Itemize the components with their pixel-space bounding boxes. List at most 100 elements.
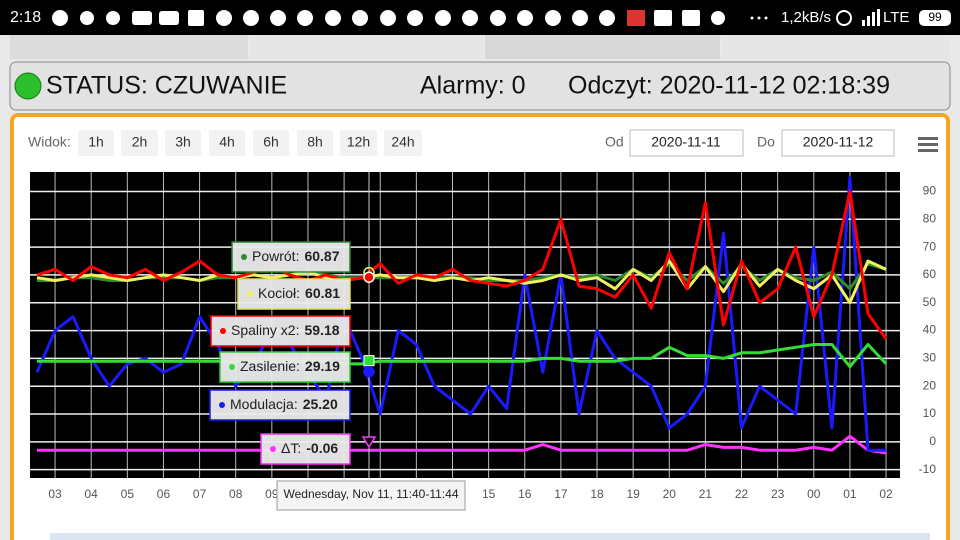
- tooltip-label: Zasilenie:: [240, 358, 300, 374]
- to-input[interactable]: [781, 129, 895, 157]
- status-state: STATUS: CZUWANIE: [46, 72, 287, 100]
- to-label: Do: [757, 134, 775, 150]
- view-button[interactable]: [297, 130, 333, 156]
- x-tick-label: 16: [518, 487, 532, 501]
- view-button-label: 1h: [88, 134, 104, 150]
- tooltip-box: [209, 389, 351, 421]
- tooltip-value: 60.87: [304, 248, 339, 264]
- x-tick-label: 15: [482, 487, 496, 501]
- tooltip-value: 59.18: [304, 322, 339, 338]
- view-button[interactable]: [121, 130, 158, 156]
- y-tick-label: 70: [923, 239, 937, 253]
- notification-icons: [52, 9, 951, 26]
- from-input[interactable]: [629, 129, 744, 157]
- to-date: 2020-11-12: [803, 134, 874, 150]
- x-tick-label: 07: [193, 487, 207, 501]
- tile: [722, 35, 950, 59]
- y-tick-label: 30: [923, 351, 937, 365]
- x-tick-label: 05: [121, 487, 135, 501]
- view-button[interactable]: [340, 130, 377, 156]
- tooltip-marker: [361, 436, 377, 449]
- x-tick-label: 23: [771, 487, 785, 501]
- view-button[interactable]: [209, 130, 245, 156]
- series-line: [35, 176, 887, 452]
- tooltip-item: Kocioł: 60.81: [258, 285, 340, 301]
- plot-area: [30, 172, 900, 478]
- status-led: [14, 72, 42, 100]
- view-button-label: 6h: [263, 134, 279, 150]
- network: LTE: [883, 9, 909, 26]
- tooltip-label: ΔT:: [281, 440, 301, 456]
- series-line: [36, 190, 888, 340]
- tooltip-dot: [229, 364, 235, 370]
- y-tick-label: -10: [919, 462, 937, 476]
- y-tick-label: 40: [923, 323, 937, 337]
- tooltip-box: [231, 241, 351, 273]
- view-button-label: 2h: [132, 134, 148, 150]
- tooltip-title-box: [276, 480, 466, 511]
- tooltip-item: Modulacja: 25.20: [230, 396, 338, 412]
- tooltip-dot: [219, 402, 225, 408]
- tooltip-dot: [241, 254, 247, 260]
- clock: 2:18: [10, 9, 41, 26]
- x-tick-label: 08: [229, 487, 243, 501]
- menu-button[interactable]: [918, 137, 938, 152]
- x-tick-label: 03: [48, 487, 62, 501]
- tooltip-marker: [363, 355, 375, 367]
- x-tick-label: 22: [735, 487, 749, 501]
- from-label: Od: [605, 134, 624, 150]
- tile: [250, 35, 483, 59]
- x-tick-label: 09: [265, 487, 279, 501]
- tile: [10, 35, 248, 59]
- x-tick-label: 20: [663, 487, 677, 501]
- y-tick-label: 80: [923, 211, 937, 225]
- series-line: [37, 343, 888, 369]
- tooltip-title: Wednesday, Nov 11, 11:40-11:44: [283, 487, 458, 501]
- tooltip-dot: [220, 328, 226, 334]
- y-tick-label: 0: [929, 434, 936, 448]
- x-tick-label: 01: [843, 487, 857, 501]
- x-tick-label: 19: [626, 487, 640, 501]
- tooltip-value: 25.20: [303, 396, 338, 412]
- y-tick-label: 10: [923, 406, 937, 420]
- view-button[interactable]: [253, 130, 289, 156]
- tooltip-label: Modulacja:: [230, 396, 298, 412]
- battery: 99: [928, 10, 942, 24]
- tile: [485, 35, 720, 59]
- tooltip-box: [219, 351, 351, 383]
- from-date: 2020-11-11: [651, 134, 721, 150]
- x-tick-label: 17: [554, 487, 568, 501]
- x-tick-label: 04: [85, 487, 99, 501]
- tooltip-marker: [363, 365, 375, 378]
- view-label: Widok:: [28, 134, 71, 150]
- view-button[interactable]: [384, 130, 422, 156]
- reading: Odczyt: 2020-11-12 02:18:39: [568, 72, 890, 100]
- tooltip-value: 29.19: [305, 358, 340, 374]
- y-tick-label: 90: [923, 184, 937, 198]
- view-button[interactable]: [165, 130, 201, 156]
- tooltip-label: Kocioł:: [258, 285, 300, 301]
- view-button-label: 8h: [307, 134, 323, 150]
- view-button[interactable]: [78, 130, 114, 156]
- x-tick-label: 18: [590, 487, 604, 501]
- y-tick-label: 60: [923, 267, 937, 281]
- x-tick-label: 02: [879, 487, 893, 501]
- tooltip-label: Powrót:: [252, 248, 299, 264]
- view-button-label: 24h: [391, 134, 414, 150]
- x-tick-label: 06: [157, 487, 171, 501]
- y-tick-label: 50: [923, 295, 937, 309]
- view-button-label: 12h: [347, 134, 370, 150]
- alarms: Alarmy: 0: [420, 72, 526, 100]
- tooltip-value: 60.81: [305, 285, 340, 301]
- status-panel: [9, 61, 951, 111]
- tooltip-label: Spaliny x2:: [231, 322, 299, 338]
- tooltip-dot: [247, 291, 253, 297]
- series-line: [37, 434, 887, 455]
- view-button-label: 4h: [219, 134, 235, 150]
- y-tick-label: 20: [923, 378, 937, 392]
- tooltip-dot: [270, 446, 276, 452]
- tooltip-marker: [363, 271, 375, 283]
- next-panel: [50, 533, 930, 540]
- tooltip-item: Powrót: 60.87: [252, 248, 340, 264]
- tooltip-item: ΔT: -0.06: [281, 440, 338, 456]
